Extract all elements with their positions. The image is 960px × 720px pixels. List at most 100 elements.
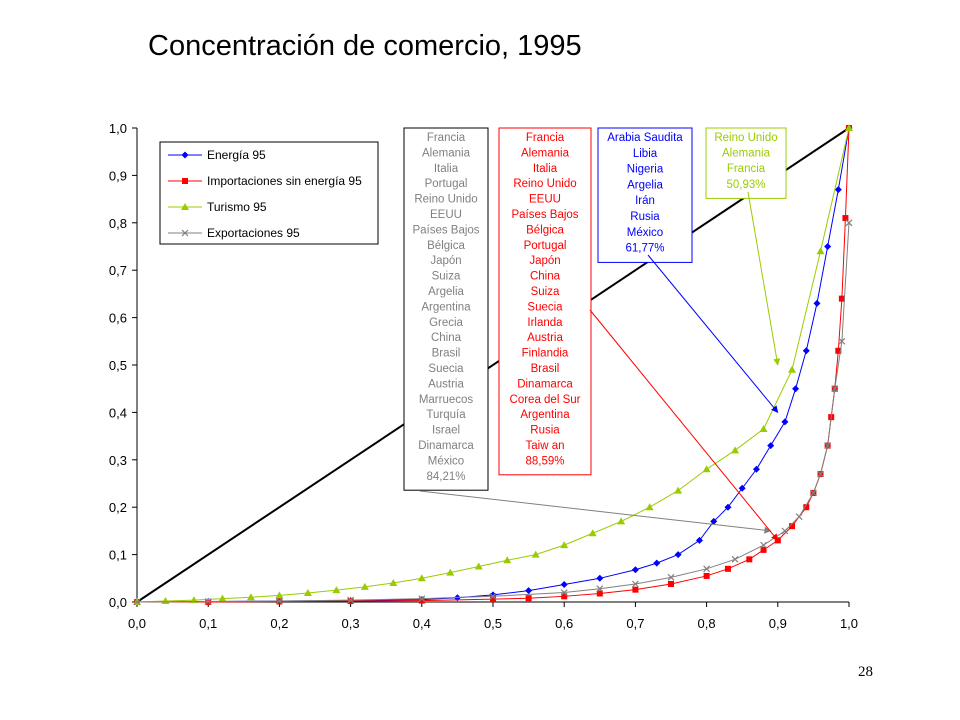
x-tick-label: 0,2 xyxy=(270,616,288,631)
x-tick-label: 1,0 xyxy=(840,616,858,631)
data-point xyxy=(781,418,789,426)
data-point xyxy=(789,523,796,530)
annotation-item: Alemania xyxy=(422,147,471,159)
y-tick-label: 0,2 xyxy=(109,500,127,515)
data-point xyxy=(838,337,846,345)
legend-label: Importaciones sin energía 95 xyxy=(207,174,362,188)
data-point xyxy=(418,595,426,603)
data-point xyxy=(731,555,739,563)
annotation-item: Nigeria xyxy=(627,164,664,176)
legend-box xyxy=(159,141,379,245)
annotation-item: Reino Unido xyxy=(714,132,777,144)
data-point xyxy=(389,579,398,587)
annotation-item: Argelia xyxy=(627,179,663,191)
data-point xyxy=(246,593,255,601)
annotation-item: Israel xyxy=(432,425,460,437)
y-tick-label: 0,5 xyxy=(109,358,127,373)
slide-title: Concentración de comercio, 1995 xyxy=(148,30,582,62)
annotation-item: Corea del Sur xyxy=(510,394,581,406)
x-tick-label: 0,8 xyxy=(698,616,716,631)
data-point xyxy=(360,582,369,590)
data-point xyxy=(596,585,604,593)
data-point xyxy=(133,598,141,606)
data-point xyxy=(531,550,540,558)
annotation-box-3: Arabia Saudita Libia Nigeria Argelia Irán Rus… xyxy=(597,127,779,413)
y-tick-label: 0,7 xyxy=(109,263,127,278)
annotation-item: Bélgica xyxy=(427,240,465,252)
data-point xyxy=(332,586,341,594)
legend-marker xyxy=(182,178,188,184)
annotation-item: Italia xyxy=(533,163,558,175)
annotation-frame xyxy=(403,127,489,491)
annotation-arrow xyxy=(747,191,781,366)
annotation-item: Francia xyxy=(526,132,565,144)
x-tick-label: 0,1 xyxy=(199,616,217,631)
y-tick-label: 0,1 xyxy=(109,548,127,563)
annotation-item: 61,77% xyxy=(625,243,664,255)
data-point xyxy=(674,486,683,494)
data-point xyxy=(738,484,746,492)
data-point xyxy=(525,587,533,595)
series-line xyxy=(136,127,850,603)
annotation-item: Reino Unido xyxy=(414,194,477,206)
annotation-item: Bélgica xyxy=(526,224,564,236)
legend-marker xyxy=(181,203,189,210)
annotation-item: 50,93% xyxy=(726,179,765,191)
annotation-item: Alemania xyxy=(722,148,771,160)
legend: Energía 95 Importaciones sin energía 95 Tu… xyxy=(159,141,379,245)
annotation-arrow xyxy=(589,309,779,541)
legend-marker xyxy=(181,151,189,159)
annotation-item: Taiw an xyxy=(526,440,565,452)
data-point xyxy=(760,541,767,549)
annotation-arrow xyxy=(647,254,779,413)
data-point xyxy=(813,299,821,307)
data-point xyxy=(746,556,753,563)
annotation-item: Alemania xyxy=(521,147,570,159)
data-point xyxy=(204,598,212,605)
data-point xyxy=(560,541,569,549)
annotation-item: Brasil xyxy=(531,363,560,375)
data-point xyxy=(831,385,839,393)
data-point xyxy=(710,517,718,525)
annotation-item: Suiza xyxy=(432,271,461,283)
annotation-item: Grecia xyxy=(429,317,463,329)
annotation-item: Países Bajos xyxy=(511,209,578,221)
data-point xyxy=(560,580,568,588)
annotation-item: México xyxy=(627,227,663,239)
annotation-item: Irlanda xyxy=(527,317,563,329)
data-point xyxy=(667,573,675,581)
data-point xyxy=(653,559,661,567)
annotation-item: Argelia xyxy=(428,286,464,298)
data-point xyxy=(835,347,842,354)
data-point xyxy=(695,536,703,544)
data-point xyxy=(631,580,639,588)
series-line xyxy=(136,222,850,603)
data-point xyxy=(803,504,810,511)
annotation-item: EEUU xyxy=(430,209,462,221)
data-point xyxy=(560,589,568,596)
data-point xyxy=(824,243,832,250)
annotation-item: México xyxy=(428,455,464,467)
annotation-frame xyxy=(597,127,693,263)
annotation-box-4: Reino Unido Alemania Francia 50,93% xyxy=(705,127,787,366)
annotation-item: Dinamarca xyxy=(517,378,573,390)
data-point xyxy=(824,442,832,450)
data-point xyxy=(802,347,810,355)
annotation-item: Japón xyxy=(430,255,461,267)
data-point xyxy=(303,588,312,596)
data-point xyxy=(703,565,711,573)
x-tick-label: 0,4 xyxy=(413,616,431,631)
annotation-item: Argentina xyxy=(421,301,471,313)
series-line xyxy=(136,127,850,603)
annotation-frame xyxy=(705,127,787,199)
data-point xyxy=(703,572,710,579)
annotation-item: Argentina xyxy=(520,409,570,421)
data-point xyxy=(588,529,597,537)
annotation-item: Marruecos xyxy=(419,394,474,406)
annotation-item: Libia xyxy=(633,148,658,160)
annotation-item: China xyxy=(530,271,561,283)
data-point xyxy=(596,590,603,597)
annotation-item: 84,21% xyxy=(426,471,465,483)
x-tick-label: 0,0 xyxy=(128,616,146,631)
